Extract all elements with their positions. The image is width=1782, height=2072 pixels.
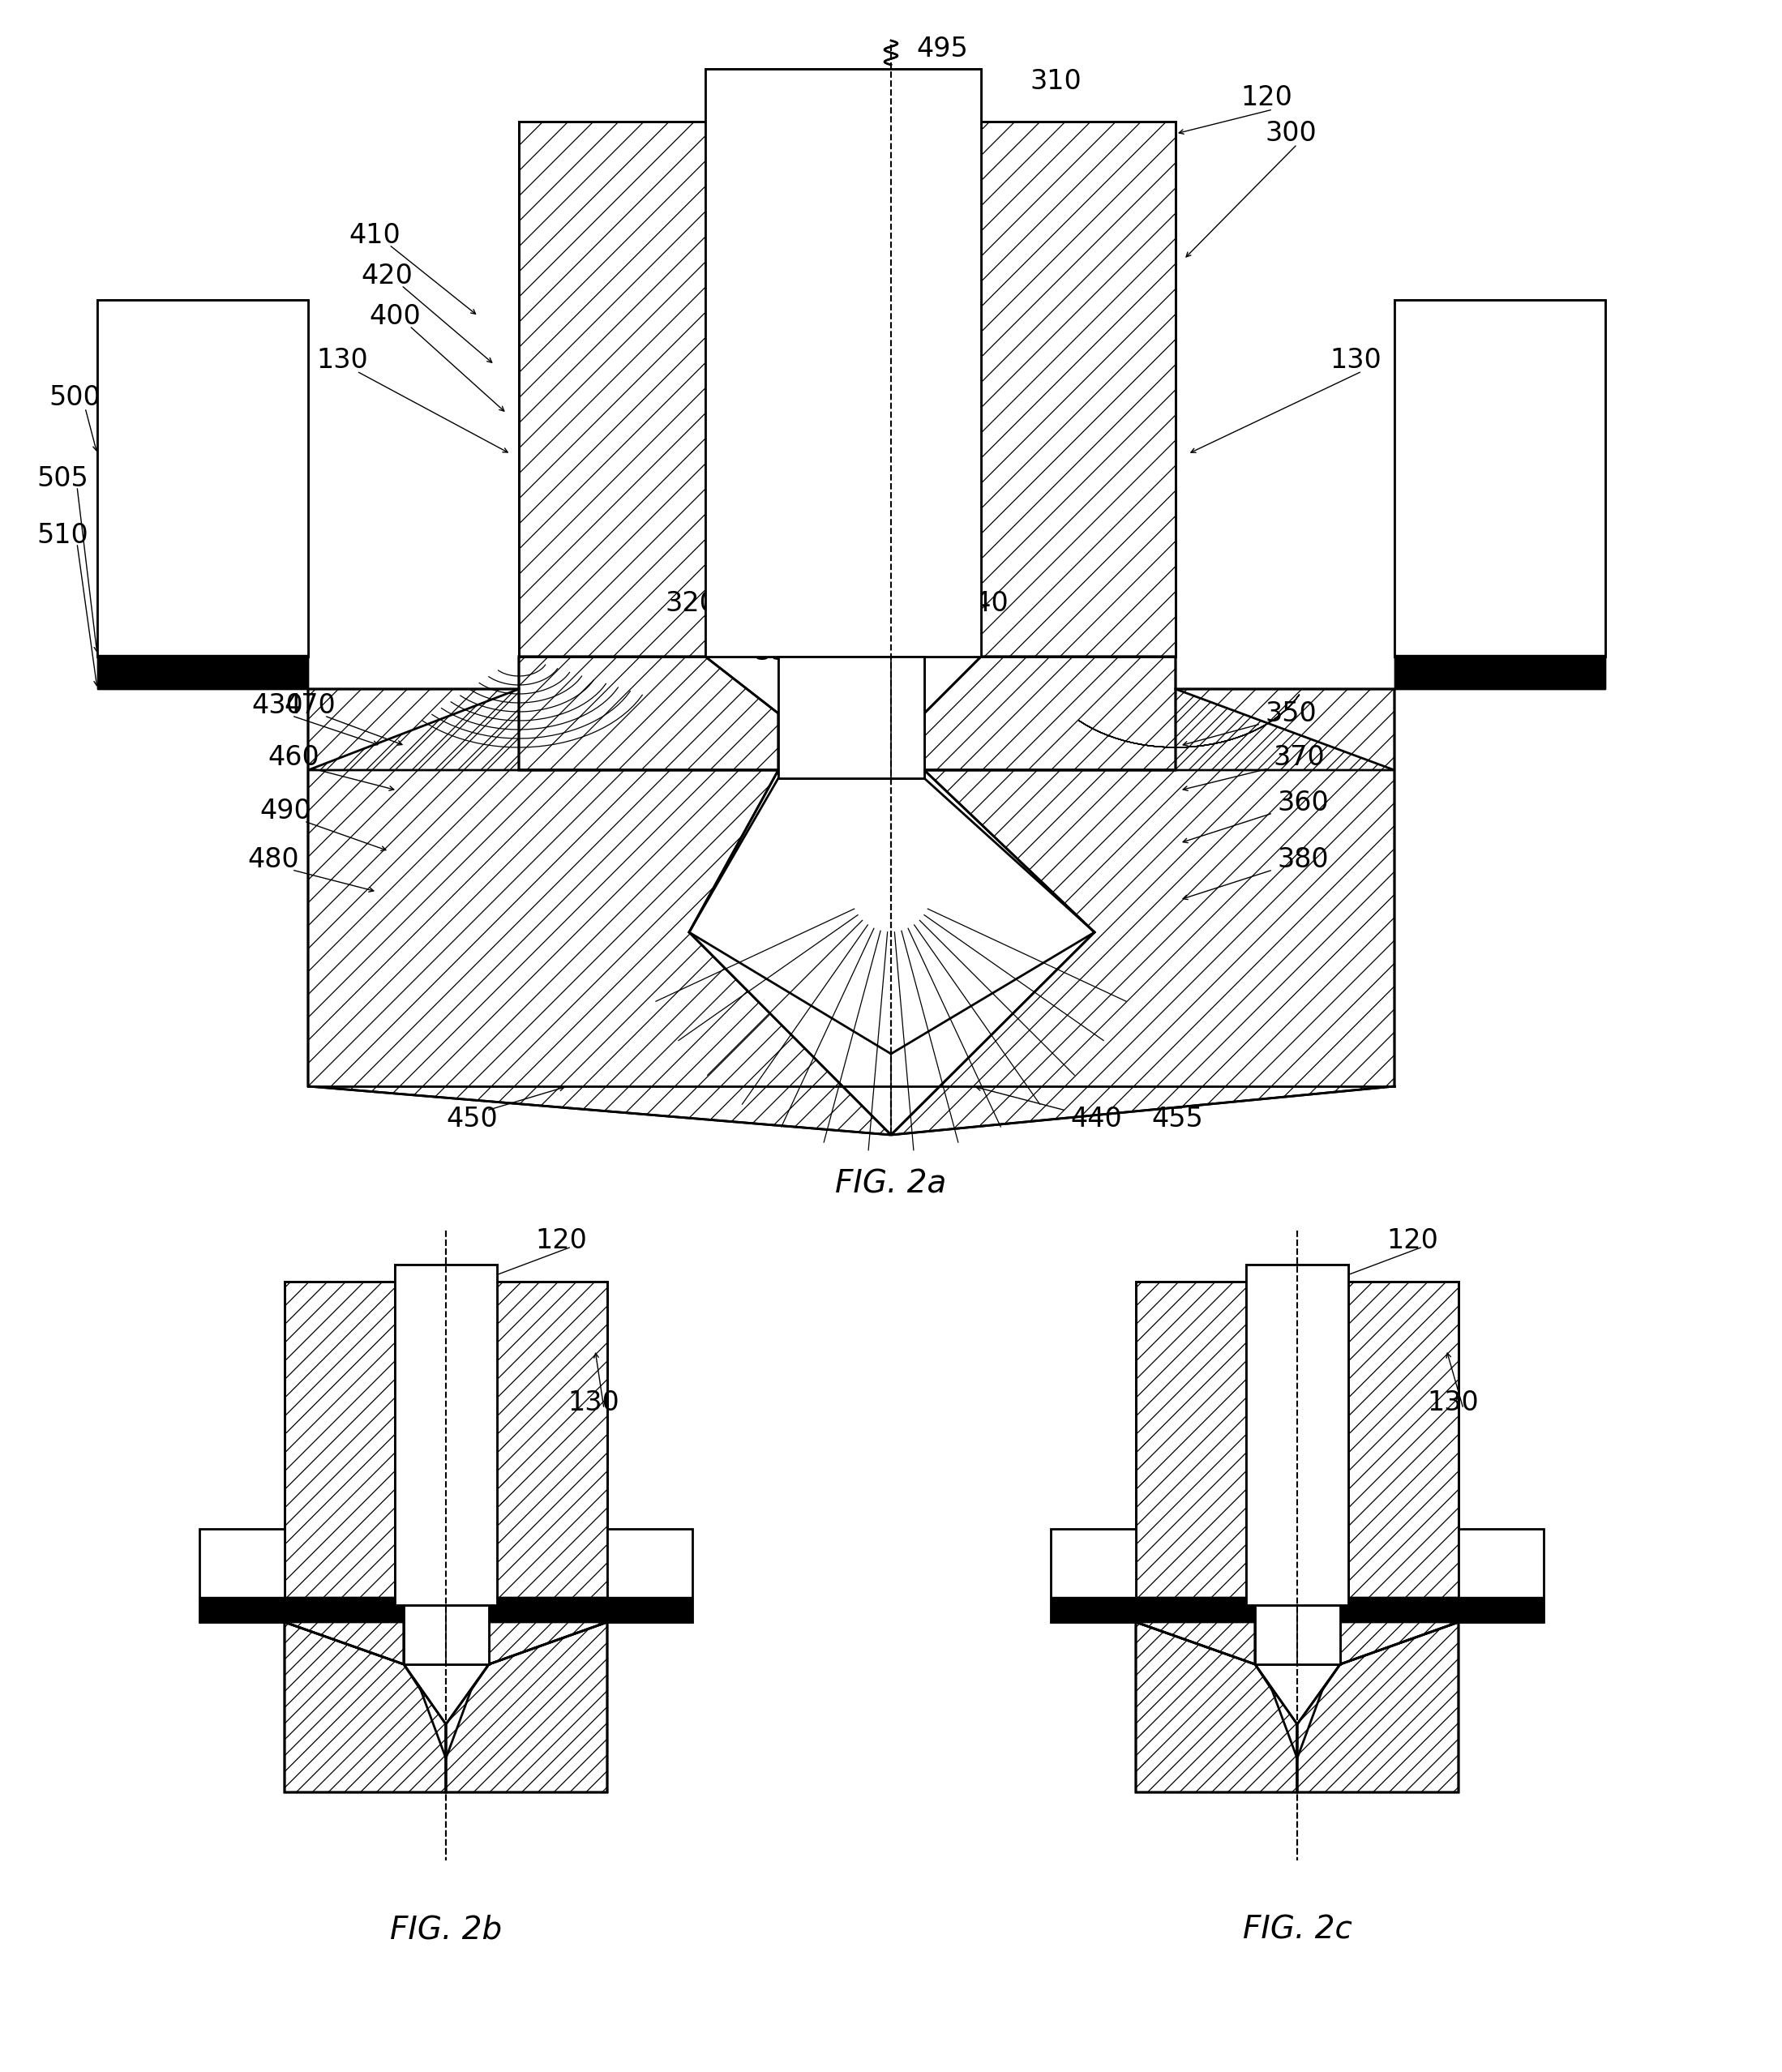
Text: 130: 130	[1427, 1388, 1479, 1415]
Bar	[98, 655, 308, 690]
Polygon shape	[925, 657, 1395, 771]
Bar	[982, 122, 1176, 657]
Bar	[1255, 1606, 1340, 1664]
Text: 420: 420	[360, 263, 413, 288]
Bar	[706, 68, 982, 657]
Text: FIG. 2b: FIG. 2b	[390, 1915, 503, 1946]
Bar	[1246, 1264, 1349, 1606]
Text: 505: 505	[1508, 464, 1559, 491]
Text: 340: 340	[957, 591, 1009, 617]
Bar	[1135, 1598, 1458, 1622]
Text: 310: 310	[1030, 68, 1082, 95]
Text: 410: 410	[349, 222, 401, 249]
Polygon shape	[1135, 1606, 1255, 1664]
Bar	[98, 655, 308, 690]
Bar	[779, 657, 925, 779]
Text: 330: 330	[754, 638, 805, 665]
Bar	[706, 68, 982, 657]
Bar	[1458, 1529, 1543, 1622]
Text: FIG. 2c: FIG. 2c	[1242, 1915, 1353, 1946]
Text: 300: 300	[1265, 120, 1317, 147]
Polygon shape	[488, 1606, 608, 1664]
Bar	[1246, 1264, 1349, 1606]
Bar	[1395, 655, 1606, 690]
Bar	[1395, 300, 1606, 657]
Bar	[200, 1598, 693, 1622]
Bar	[1135, 1283, 1246, 1606]
Text: 120: 120	[535, 1227, 586, 1254]
Text: 440: 440	[1071, 1104, 1123, 1131]
Bar	[1051, 1598, 1543, 1622]
Text: 390: 390	[864, 638, 916, 665]
Text: 510: 510	[1508, 522, 1559, 549]
Text: 130: 130	[315, 348, 367, 375]
Bar	[1395, 300, 1606, 657]
Text: 120: 120	[1240, 83, 1292, 110]
Text: 510: 510	[36, 522, 87, 549]
Text: 490: 490	[260, 798, 312, 825]
Text: 430: 430	[251, 692, 303, 719]
Text: 130: 130	[1329, 348, 1381, 375]
Polygon shape	[285, 1606, 405, 1664]
Text: 400: 400	[369, 303, 421, 329]
Text: 360: 360	[1278, 789, 1329, 816]
Text: 320: 320	[665, 591, 716, 617]
Bar	[519, 122, 706, 657]
Bar	[98, 300, 308, 657]
Text: 450: 450	[445, 1104, 497, 1131]
Text: 350: 350	[1265, 700, 1317, 727]
Bar	[396, 1264, 497, 1606]
Polygon shape	[445, 1622, 608, 1792]
Bar	[1255, 1606, 1340, 1664]
Text: 500: 500	[1516, 383, 1568, 410]
Polygon shape	[308, 690, 891, 1135]
Polygon shape	[285, 1622, 445, 1792]
Text: 370: 370	[1272, 744, 1324, 771]
Bar	[519, 122, 706, 657]
Bar	[285, 1283, 396, 1606]
Bar	[497, 1283, 608, 1606]
Bar	[1135, 1283, 1246, 1606]
Bar	[779, 657, 925, 779]
Polygon shape	[891, 690, 1395, 1135]
Text: FIG. 2a: FIG. 2a	[836, 1169, 946, 1200]
Text: 480: 480	[248, 845, 299, 872]
Bar	[405, 1606, 488, 1664]
Bar	[1051, 1529, 1135, 1622]
Text: 500: 500	[48, 383, 100, 410]
Bar	[396, 1264, 497, 1606]
Polygon shape	[1135, 1622, 1297, 1792]
Text: 380: 380	[1278, 845, 1329, 872]
Bar	[200, 1529, 285, 1622]
Polygon shape	[308, 657, 779, 771]
Text: 495: 495	[916, 35, 968, 62]
Bar	[982, 122, 1176, 657]
Polygon shape	[1340, 1606, 1458, 1664]
Bar	[608, 1529, 693, 1622]
Bar	[285, 1598, 608, 1622]
Text: 470: 470	[283, 692, 335, 719]
Polygon shape	[1297, 1622, 1458, 1792]
Bar	[1349, 1283, 1458, 1606]
Bar	[497, 1283, 608, 1606]
Text: 120: 120	[1386, 1227, 1438, 1254]
Text: 460: 460	[267, 744, 319, 771]
Bar	[405, 1606, 488, 1664]
Bar	[1395, 655, 1606, 690]
Text: 455: 455	[1151, 1104, 1203, 1131]
Text: 505: 505	[36, 464, 87, 491]
Bar	[1349, 1283, 1458, 1606]
Bar	[285, 1283, 396, 1606]
Text: 130: 130	[567, 1388, 618, 1415]
Bar	[98, 300, 308, 657]
